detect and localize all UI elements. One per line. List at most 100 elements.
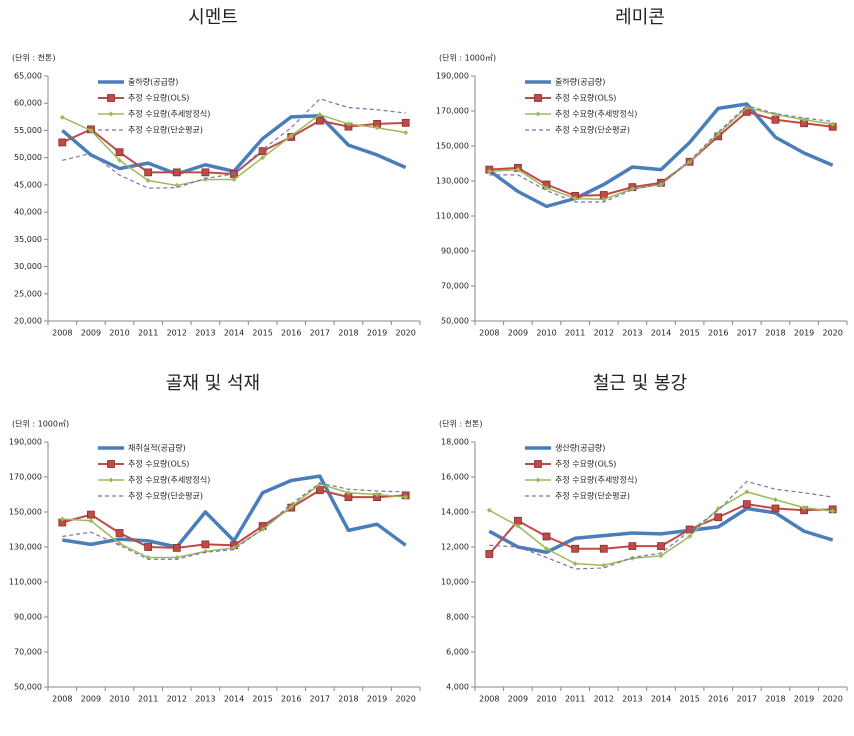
point [401, 118, 410, 127]
point [201, 168, 210, 177]
x-tick-label: 2014 [224, 329, 244, 338]
point [87, 510, 95, 519]
point [374, 492, 380, 497]
y-tick-label: 16,000 [441, 473, 469, 482]
point [115, 148, 124, 157]
point [288, 133, 294, 139]
x-tick-label: 2013 [195, 329, 215, 338]
x-tick-label: 2020 [396, 695, 416, 704]
y-tick-label: 50,000 [14, 153, 42, 162]
point [115, 529, 124, 537]
legend-label: 추정 수요량(추세방정식) [555, 475, 637, 485]
y-tick-label: 110,000 [9, 578, 42, 587]
point [572, 196, 578, 201]
x-tick-label: 2015 [679, 695, 699, 704]
x-tick-label: 2016 [281, 329, 301, 338]
point [535, 111, 541, 117]
x-tick-label: 2008 [52, 695, 72, 704]
x-tick-label: 2015 [252, 329, 272, 338]
legend-label: 추정 수요량(추세방정식) [128, 475, 210, 485]
chart-panel: 골재 및 석재 (단위 : 1000㎥) 50,000 70,000 90,000 110… [9, 373, 421, 704]
point [88, 518, 94, 524]
y-tick-label: 8,000 [446, 613, 469, 622]
point [772, 497, 778, 503]
chart-panel: 레미콘 (단위 : 1000㎥) 50,000 70,000 90,000 110,000… [436, 7, 848, 338]
x-tick-label: 2015 [252, 695, 272, 704]
legend-label: 생산량(공급량) [555, 443, 605, 453]
point [830, 508, 836, 514]
point [144, 543, 153, 551]
point [658, 553, 664, 559]
x-tick-label: 2012 [594, 329, 614, 338]
x-tick-label: 2009 [81, 329, 101, 338]
point [687, 159, 693, 165]
chart-title: 레미콘 [615, 7, 665, 28]
chart-title: 시멘트 [188, 7, 238, 28]
point [345, 121, 351, 127]
point [742, 500, 751, 509]
y-tick-label: 14,000 [441, 508, 469, 517]
x-tick-label: 2014 [651, 695, 671, 704]
x-tick-label: 2010 [536, 329, 556, 338]
y-tick-label: 150,000 [9, 508, 42, 517]
point [486, 168, 492, 174]
x-tick-label: 2020 [823, 695, 843, 704]
point [403, 130, 409, 136]
point [628, 542, 637, 551]
point [107, 460, 115, 468]
point [117, 157, 123, 163]
legend-label: 추정 수요량(OLS) [555, 93, 616, 103]
legend-label: 추정 수요량(OLS) [128, 93, 189, 103]
x-tick-label: 2011 [565, 329, 585, 338]
y-tick-label: 90,000 [14, 613, 42, 622]
x-tick-label: 2020 [823, 329, 843, 338]
y-axis-label: (단위 : 1000㎥) [12, 419, 69, 429]
point [830, 121, 836, 127]
x-tick-label: 2018 [765, 329, 785, 338]
point [771, 504, 780, 513]
chart-panel: 철근 및 봉강 (단위 : 천톤) 4,000 6,000 8,000 10,000 12,… [439, 373, 848, 704]
point [714, 513, 723, 522]
point [315, 116, 324, 125]
point [107, 94, 115, 102]
y-tick-label: 65,000 [14, 72, 42, 81]
legend-label: 추정 수요량(단순평균) [128, 125, 203, 135]
point [260, 527, 266, 532]
y-tick-label: 190,000 [436, 72, 469, 81]
y-tick-label: 30,000 [14, 262, 42, 271]
point [58, 138, 67, 147]
chart-panel: 시멘트 (단위 : 천톤) 20,000 25,000 30,000 35,000 40,0… [12, 7, 421, 338]
point [572, 561, 578, 567]
y-tick-label: 12,000 [441, 543, 469, 552]
point [317, 481, 323, 487]
x-tick-label: 2016 [281, 695, 301, 704]
legend-label: 추정 수요량(단순평균) [555, 125, 630, 135]
point [715, 131, 721, 137]
x-tick-label: 2011 [565, 695, 585, 704]
legend-label: 추정 수요량(단순평균) [555, 491, 630, 501]
x-tick-label: 2008 [52, 329, 72, 338]
x-tick-label: 2017 [310, 695, 330, 704]
y-tick-label: 4,000 [446, 683, 469, 692]
point [231, 545, 237, 551]
series-line [489, 480, 833, 570]
point [317, 112, 323, 118]
x-tick-label: 2010 [109, 695, 129, 704]
point [771, 115, 780, 124]
legend-label: 추정 수요량(추세방정식) [128, 109, 210, 119]
x-tick-label: 2016 [708, 329, 728, 338]
y-tick-label: 130,000 [436, 177, 469, 186]
x-tick-label: 2012 [167, 695, 187, 704]
series-line [62, 98, 406, 189]
x-tick-label: 2016 [708, 695, 728, 704]
point [172, 543, 181, 552]
point [145, 178, 151, 184]
y-tick-label: 190,000 [9, 438, 42, 447]
y-tick-label: 70,000 [14, 648, 42, 657]
x-tick-label: 2013 [195, 695, 215, 704]
point [544, 185, 550, 191]
x-tick-label: 2019 [794, 329, 814, 338]
y-tick-label: 35,000 [14, 235, 42, 244]
y-tick-label: 50,000 [14, 683, 42, 692]
